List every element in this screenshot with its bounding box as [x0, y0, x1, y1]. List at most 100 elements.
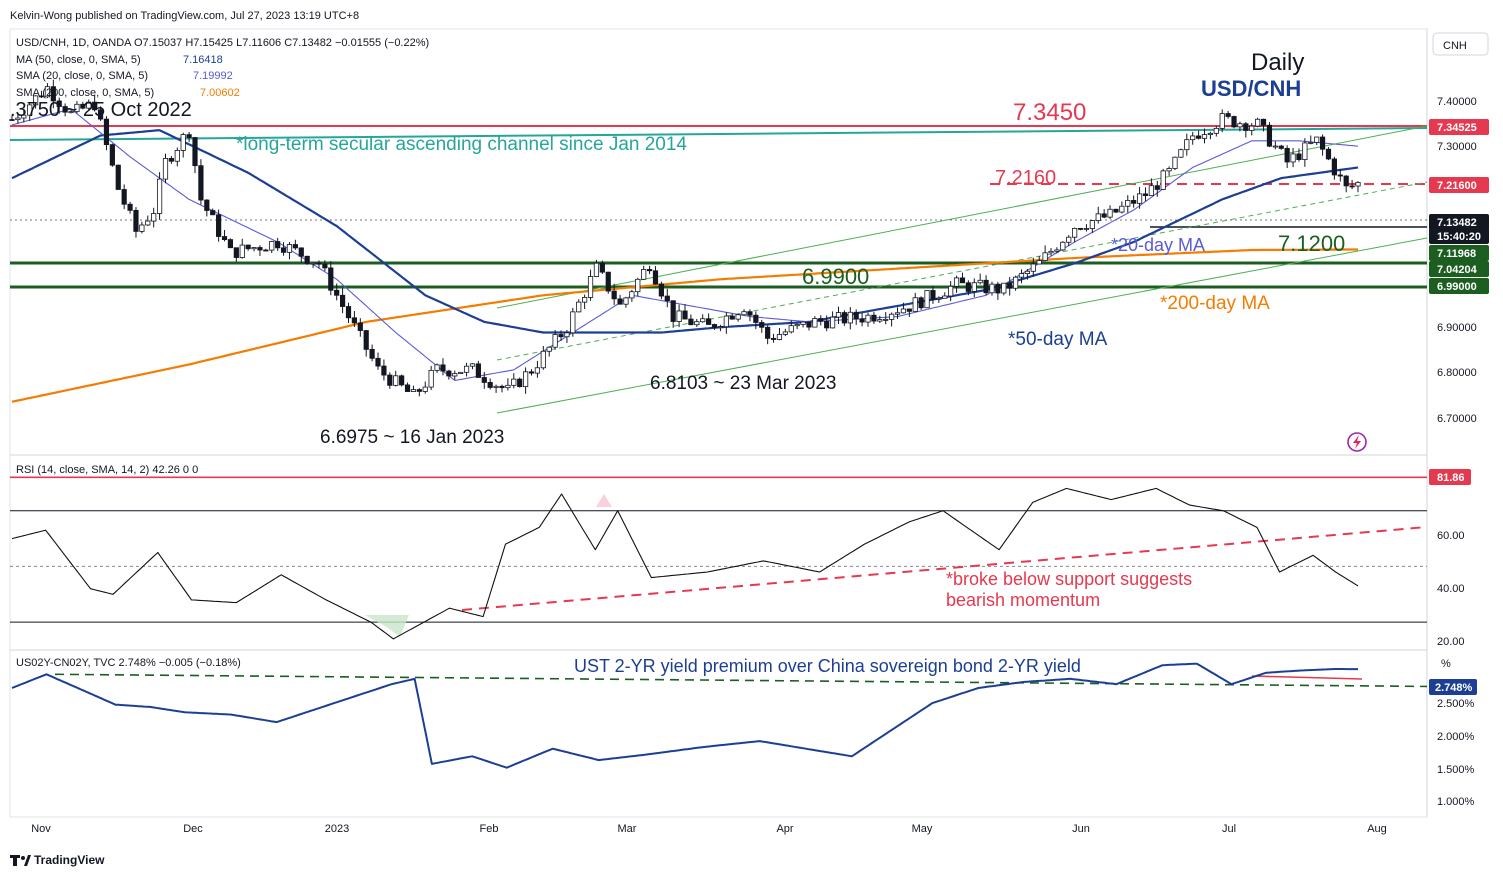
- candle-body: [1142, 193, 1149, 197]
- candle-body: [505, 384, 511, 389]
- annotation-ma200: *200-day MA: [1160, 293, 1270, 314]
- candle: [983, 275, 989, 295]
- candle-body: [812, 318, 818, 328]
- candle-body: [847, 311, 853, 324]
- candle: [404, 382, 411, 392]
- candle-body: [1012, 276, 1019, 289]
- candle: [835, 306, 842, 325]
- candle: [965, 280, 971, 296]
- candle: [599, 260, 605, 275]
- rsi-line: [11, 487, 1359, 640]
- candle-body: [835, 312, 842, 318]
- candle: [1196, 130, 1202, 140]
- annotation-7345: 7.3450: [1013, 99, 1086, 126]
- candle-body: [753, 314, 759, 323]
- footer-brand[interactable]: TradingView: [34, 853, 105, 867]
- candle-body: [115, 164, 121, 190]
- price-axis[interactable]: 7.40000 7.30000 6.90000 6.80000 6.70000 7.345…: [1429, 96, 1489, 808]
- candle: [310, 262, 316, 268]
- candle: [68, 109, 74, 114]
- candle-body: [168, 158, 174, 162]
- candle-body: [1290, 153, 1296, 163]
- annotation-ma50: *50-day MA: [1008, 329, 1108, 350]
- candle: [959, 272, 966, 284]
- currency-button[interactable]: [1432, 32, 1489, 56]
- yield-tick: 1.500%: [1437, 764, 1475, 776]
- candle: [1278, 144, 1284, 150]
- sma200-label[interactable]: SMA (200, close, 0, SMA, 5): [16, 87, 154, 99]
- yield-label[interactable]: US02Y-CN02Y, TVC 2.748% −0.005 (−0.18%): [16, 657, 241, 669]
- candle: [1107, 205, 1113, 219]
- candle-body: [540, 350, 546, 369]
- candle-body: [334, 289, 340, 296]
- price-tag-bg: [1429, 214, 1489, 230]
- price-tag-label: 7.34525: [1437, 122, 1477, 134]
- pair-title: USD/CNH: [1201, 76, 1301, 101]
- candle-body: [221, 236, 228, 241]
- candle: [906, 308, 912, 317]
- yield-tick: 2.000%: [1437, 731, 1475, 743]
- symbol-line[interactable]: USD/CNH, 1D, OANDA O7.15037 H7.15425 L7.…: [16, 37, 429, 49]
- candle-body: [1213, 127, 1219, 134]
- candle-body: [80, 103, 86, 109]
- candle-body: [33, 95, 39, 106]
- candle: [292, 239, 298, 250]
- candle-body: [688, 318, 694, 326]
- candle-body: [257, 247, 263, 251]
- candle-body: [339, 294, 346, 307]
- candle-body: [363, 330, 369, 350]
- candle: [1231, 115, 1237, 129]
- candle: [971, 278, 977, 298]
- candle-body: [1237, 123, 1243, 128]
- candle: [416, 388, 422, 397]
- candle: [1007, 277, 1013, 296]
- candle-body: [989, 283, 995, 294]
- candle-body: [700, 318, 706, 323]
- candle: [953, 275, 960, 293]
- candle: [523, 367, 529, 394]
- candle: [469, 363, 476, 370]
- candle: [322, 260, 328, 272]
- candle-body: [765, 326, 771, 339]
- time-tick: May: [912, 823, 933, 835]
- yield-tag-bg: [1429, 679, 1477, 695]
- lightning-icon[interactable]: [1347, 432, 1367, 452]
- candle-body: [1355, 182, 1361, 187]
- asc-channel-lower: [496, 237, 1428, 414]
- candle-body: [900, 308, 907, 314]
- ma50-value: 7.16418: [183, 54, 223, 66]
- candle-body: [133, 209, 139, 232]
- sma20-label[interactable]: SMA (20, close, 0, SMA, 5): [16, 70, 148, 82]
- candle-body: [682, 310, 688, 320]
- candle-body: [800, 321, 806, 325]
- ma50-label[interactable]: MA (50, close, 0, SMA, 5): [16, 54, 141, 66]
- candle-body: [381, 365, 387, 376]
- candle-body: [1266, 124, 1273, 147]
- rsi-tick: 60.00: [1437, 530, 1465, 542]
- candle-body: [393, 375, 399, 386]
- candle-body: [1125, 200, 1131, 207]
- candle: [275, 237, 281, 251]
- candle-body: [428, 369, 434, 388]
- candle: [410, 385, 417, 392]
- time-axis[interactable]: Nov Dec 2023 Feb Mar Apr May Jun Jul Aug: [31, 823, 1387, 835]
- candle-body: [62, 106, 68, 113]
- yield-tick: 2.500%: [1437, 698, 1475, 710]
- candle-body: [97, 109, 104, 120]
- candle: [393, 370, 399, 387]
- candle-body: [416, 389, 422, 392]
- candle: [304, 255, 310, 265]
- rsi-label[interactable]: RSI (14, close, SMA, 14, 2) 42.26 0 0: [16, 464, 198, 476]
- candle: [1066, 235, 1072, 246]
- candle: [192, 136, 198, 174]
- candle-body: [824, 320, 830, 329]
- candle: [1184, 133, 1190, 156]
- rsi-panel: [10, 476, 1428, 640]
- candle: [570, 307, 576, 337]
- candle: [1190, 131, 1196, 145]
- candle: [977, 273, 983, 285]
- candle: [127, 201, 133, 214]
- candle-body: [1225, 113, 1231, 117]
- candle: [841, 310, 847, 326]
